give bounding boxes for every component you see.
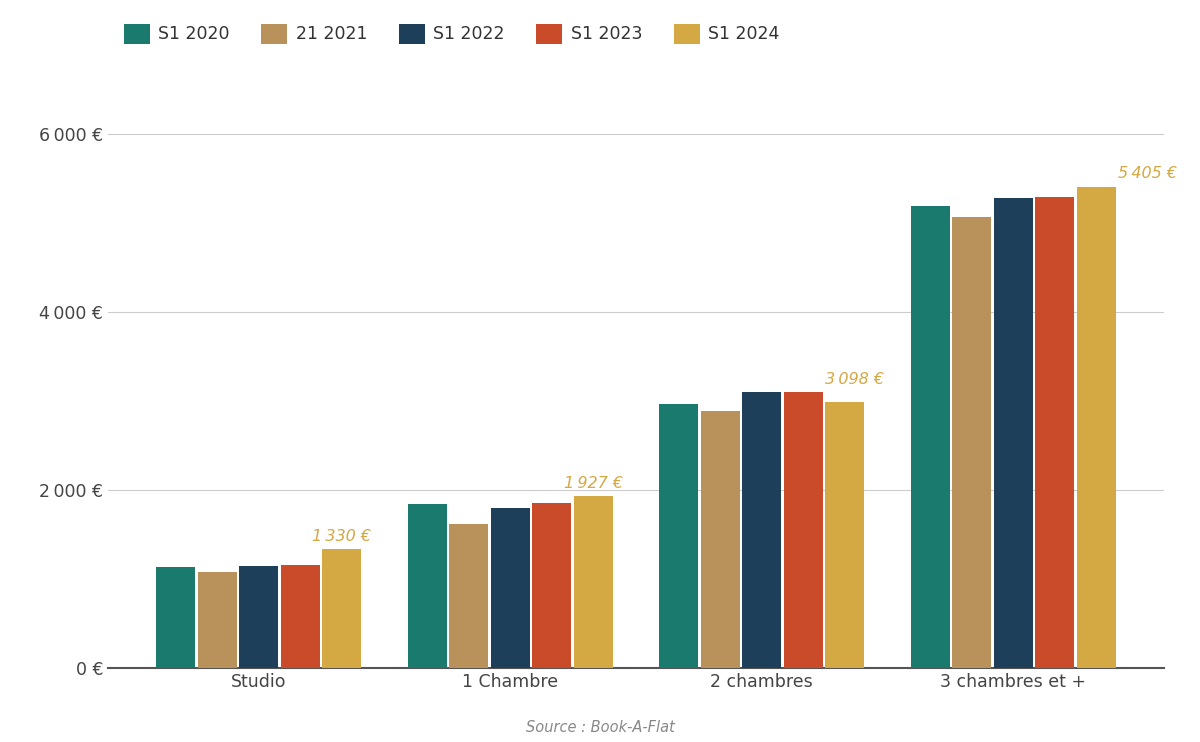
Text: 1 927 €: 1 927 € xyxy=(564,476,623,491)
Bar xyxy=(659,404,698,668)
Text: 1 330 €: 1 330 € xyxy=(312,529,371,544)
Bar xyxy=(532,503,571,668)
Bar xyxy=(449,524,488,668)
Bar xyxy=(239,566,278,668)
Bar xyxy=(281,565,319,668)
Bar xyxy=(701,411,740,668)
Bar xyxy=(408,504,446,668)
Bar xyxy=(1076,186,1116,668)
Bar xyxy=(994,197,1033,668)
Text: 5 405 €: 5 405 € xyxy=(1118,166,1177,181)
Bar xyxy=(491,508,529,668)
Text: 3 098 €: 3 098 € xyxy=(824,372,883,387)
Bar xyxy=(574,496,613,668)
Bar xyxy=(953,217,991,668)
Bar xyxy=(322,549,361,668)
Bar xyxy=(198,571,236,668)
Legend: S1 2020, 21 2021, S1 2022, S1 2023, S1 2024: S1 2020, 21 2021, S1 2022, S1 2023, S1 2… xyxy=(116,16,786,50)
Bar xyxy=(826,402,864,668)
Bar xyxy=(156,567,196,668)
Bar xyxy=(784,392,823,668)
Bar xyxy=(911,206,950,668)
Text: Source : Book-A-Flat: Source : Book-A-Flat xyxy=(526,720,674,735)
Bar xyxy=(1036,197,1074,668)
Bar xyxy=(743,392,781,668)
